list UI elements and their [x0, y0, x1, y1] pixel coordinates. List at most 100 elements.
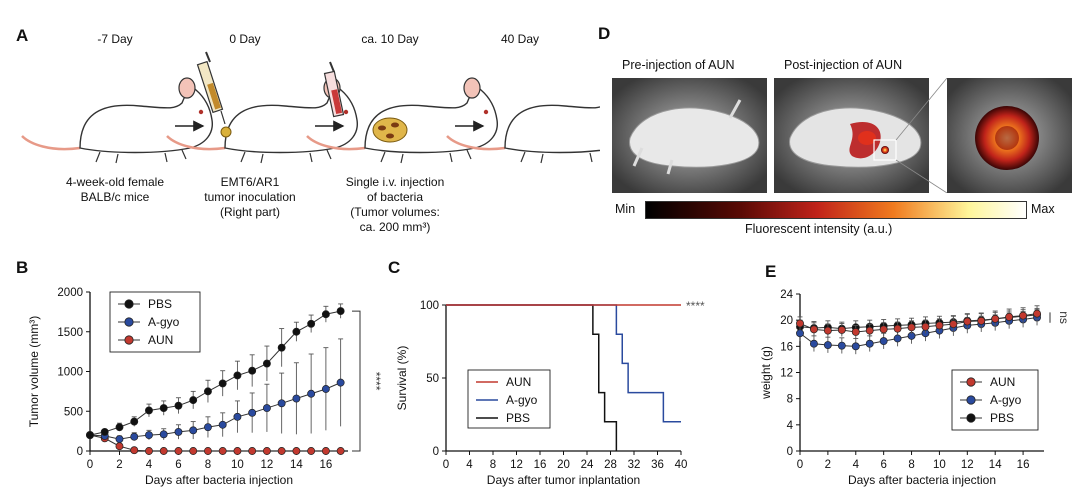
x-tick-label: 4	[146, 459, 153, 471]
x-tick-label: 0	[797, 459, 803, 471]
data-point-aun	[307, 447, 316, 455]
y-tick-label: 4	[787, 420, 794, 432]
y-tick-label: 100	[420, 300, 439, 312]
x-tick-label: 12	[261, 459, 274, 471]
experiment-timeline-illustration	[20, 51, 600, 165]
legend-label: A-gyo	[990, 393, 1022, 407]
data-point-a-gyo	[865, 339, 874, 348]
data-point-a-gyo	[262, 404, 271, 413]
data-point-aun	[963, 317, 972, 326]
legend-label: AUN	[506, 375, 531, 389]
data-point-aun	[809, 325, 818, 334]
data-point-aun	[115, 442, 124, 451]
data-point-aun	[991, 314, 1000, 323]
x-tick-label: 10	[933, 459, 946, 471]
x-tick-label: 16	[319, 459, 332, 471]
zoomed-tumor-image	[947, 78, 1072, 193]
data-point-a-gyo	[145, 431, 153, 440]
data-point-aun	[921, 322, 930, 331]
pre-injection-label: Pre-injection of AUN	[622, 58, 735, 72]
data-point-aun	[277, 447, 286, 455]
data-point-aun	[336, 447, 345, 455]
data-point-a-gyo	[233, 412, 242, 421]
data-point-aun	[935, 321, 944, 330]
x-tick-label: 20	[557, 459, 570, 471]
y-tick-label: 0	[787, 446, 793, 458]
data-point-aun	[907, 323, 916, 332]
x-axis-title: Days after tumor inplantation	[487, 473, 640, 487]
tumor-volume-chart: 0 2 4 6 8 10 12 14 16 0 500 1000 1500 2000 Days after …	[27, 287, 383, 487]
data-point-pbs	[292, 327, 301, 336]
scale-min-label: Min	[615, 202, 636, 216]
x-tick-label: 0	[87, 459, 93, 471]
data-point-a-gyo	[115, 435, 124, 444]
legend-label: AUN	[990, 375, 1015, 389]
data-point-aun	[189, 447, 198, 455]
caption-line: EMT6/AR1	[220, 175, 280, 189]
x-tick-label: 8	[490, 459, 496, 471]
legend-label: PBS	[148, 297, 172, 311]
x-tick-label: 24	[581, 459, 594, 471]
stage-label-day-40: 40 Day	[500, 32, 540, 46]
x-tick-label: 12	[510, 459, 523, 471]
data-point-pbs	[115, 423, 124, 432]
data-point-pbs	[218, 379, 227, 388]
significance-label: ns	[1057, 311, 1071, 324]
data-point-aun	[145, 447, 153, 455]
data-point-pbs	[203, 387, 212, 396]
significance-label: ****	[369, 372, 383, 391]
data-point-a-gyo	[189, 426, 198, 435]
x-tick-label: 8	[205, 459, 211, 471]
legend-marker	[966, 377, 976, 387]
legend-label: AUN	[148, 333, 173, 347]
data-point-aun	[174, 447, 183, 455]
data-point-a-gyo	[174, 427, 183, 436]
panel-d-label: D	[598, 24, 611, 43]
data-point-a-gyo	[893, 334, 902, 343]
y-tick-label: 500	[64, 406, 83, 418]
y-axis-title: Survival (%)	[395, 346, 409, 411]
data-point-aun	[851, 327, 860, 336]
bacteria-tumor-icon	[372, 117, 408, 143]
data-point-a-gyo	[292, 394, 301, 403]
y-tick-label: 8	[787, 394, 793, 406]
caption-stage-1: 4-week-old female BALB/c mice	[50, 175, 180, 205]
significance-bracket	[352, 310, 361, 452]
data-point-aun	[977, 316, 986, 325]
data-point-a-gyo	[321, 385, 330, 393]
data-point-aun	[823, 326, 832, 335]
series-line-aun	[799, 313, 1038, 333]
data-point-aun	[321, 447, 330, 455]
x-tick-label: 40	[675, 459, 688, 471]
x-tick-label: 4	[466, 459, 473, 471]
data-point-pbs	[233, 371, 242, 380]
stage-label-day-0: 0 Day	[229, 32, 261, 46]
caption-line: tumor inoculation	[204, 190, 296, 204]
pre-injection-image	[612, 78, 767, 193]
data-point-a-gyo	[248, 408, 257, 417]
legend-label: PBS	[990, 411, 1014, 425]
data-point-aun	[1019, 311, 1028, 320]
data-point-aun	[879, 325, 888, 334]
tumor-icon	[220, 126, 232, 138]
y-tick-label: 20	[780, 315, 793, 327]
x-tick-label: 36	[651, 459, 664, 471]
y-tick-label: 16	[780, 341, 793, 353]
legend-marker	[966, 395, 976, 405]
x-axis-title: Days after bacteria injection	[848, 473, 996, 487]
syringe-icon-tumor	[196, 51, 226, 125]
data-point-a-gyo	[130, 432, 139, 441]
caption-line: Single i.v. injection	[345, 175, 445, 189]
data-point-aun	[203, 447, 212, 455]
legend-label: A-gyo	[506, 393, 538, 407]
data-point-a-gyo	[307, 389, 316, 398]
scale-max-label: Max	[1031, 202, 1055, 216]
survival-chart: 0 4 8 12 16 20 24 28 32 36 40 0 50 100 Days after tumo…	[395, 299, 705, 487]
panel-e-label: E	[765, 262, 777, 281]
data-point-pbs	[336, 307, 345, 316]
x-tick-label: 12	[961, 459, 974, 471]
legend-marker	[966, 413, 976, 423]
stage-label-day-10: ca. 10 Day	[361, 32, 419, 46]
fluorescence-colorbar	[645, 201, 1027, 219]
data-point-pbs	[307, 319, 316, 328]
